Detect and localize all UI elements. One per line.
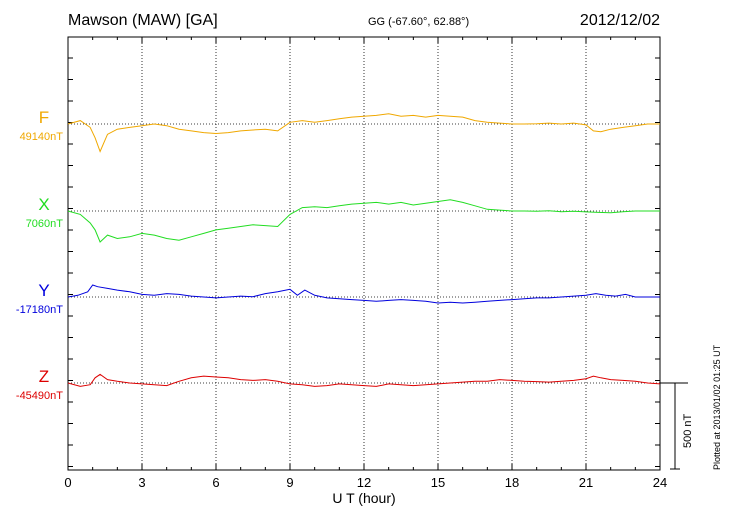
tick-label-x-21: 21 [579,475,593,490]
tick-label-x-15: 15 [431,475,445,490]
tick-label-x-18: 18 [505,475,519,490]
series-name-z: Z [39,367,49,386]
series-name-f: F [39,108,49,127]
series-line-f [67,113,660,153]
series-baseline-label-y: -17180nT [16,304,63,316]
series-name-y: Y [38,281,49,300]
x-axis-label: U T (hour) [332,490,395,506]
tick-label-x-0: 0 [64,475,71,490]
series-name-x: X [38,195,49,214]
station-coordinates: GG (-67.60°, 62.88°) [368,16,470,28]
series-line-z [67,373,661,387]
chart-date: 2012/12/02 [579,12,660,29]
series-baseline-label-x: 7060nT [26,218,64,230]
series-line-y [67,284,660,304]
tick-label-x-6: 6 [212,475,219,490]
tick-label-x-24: 24 [653,475,667,490]
series-baseline-label-z: -45490nT [16,390,63,402]
station-title: Mawson (MAW) [GA] [68,12,218,29]
tick-label-x-12: 12 [357,475,371,490]
series-baseline-label-f: 49140nT [20,131,64,143]
series-line-x [67,199,660,243]
tick-label-x-3: 3 [138,475,145,490]
tick-label-x-9: 9 [286,475,293,490]
